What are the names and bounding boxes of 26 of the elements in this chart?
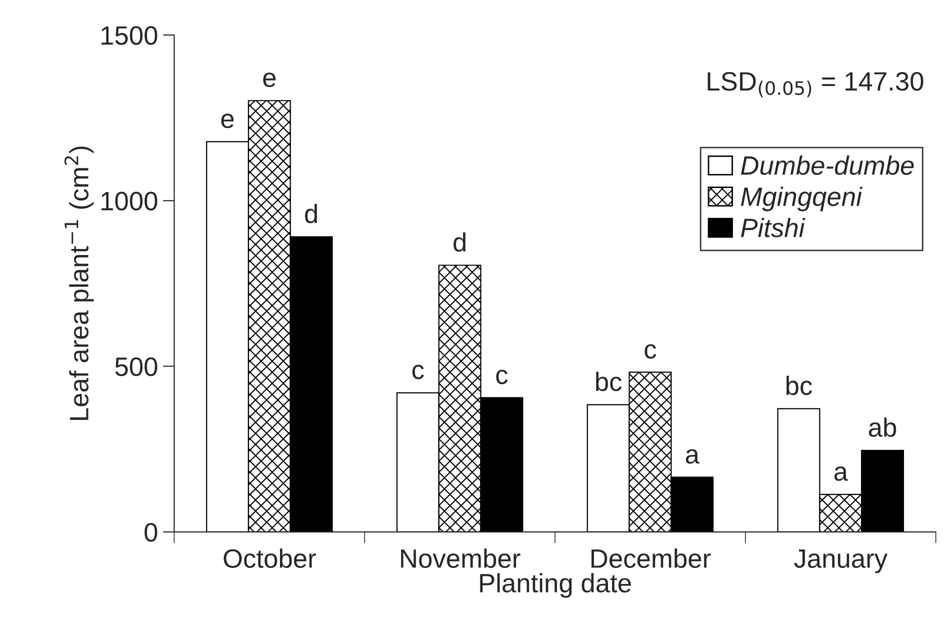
y-tick-label: 0 <box>144 523 158 542</box>
annotation: LSD$_{(0.05)}$ = 147.30 <box>708 72 924 98</box>
data-label: bc <box>786 376 812 396</box>
data-label: c <box>412 364 424 380</box>
data-label: e <box>221 114 234 128</box>
data-label: c <box>644 344 656 359</box>
data-label: ab <box>868 417 896 437</box>
legend-label: Pitshi <box>740 218 806 238</box>
y-axis-title: Leaf area plant$^{−1}$ (cm$^{2}$) <box>64 146 94 420</box>
data-label: e <box>263 72 276 88</box>
x-tick-label: December <box>592 548 711 568</box>
legend-label: Dumbe-dumbe <box>740 156 914 175</box>
x-axis-title: Planting date <box>480 573 631 598</box>
data-label: c <box>496 370 508 384</box>
data-label: d <box>454 232 466 252</box>
data-label: d <box>305 204 317 224</box>
data-label: a <box>834 466 848 481</box>
data-label: a <box>686 449 700 464</box>
y-tick-label: 1000 <box>102 192 158 210</box>
legend-label: Mgingqeni <box>740 186 863 212</box>
data-label: bc <box>596 372 622 392</box>
y-tick-label: 500 <box>115 357 158 376</box>
x-tick-label: October <box>224 548 316 568</box>
x-tick-label: January <box>794 550 888 574</box>
y-tick-label: 1500 <box>102 26 158 45</box>
x-tick-label: November <box>401 548 520 568</box>
